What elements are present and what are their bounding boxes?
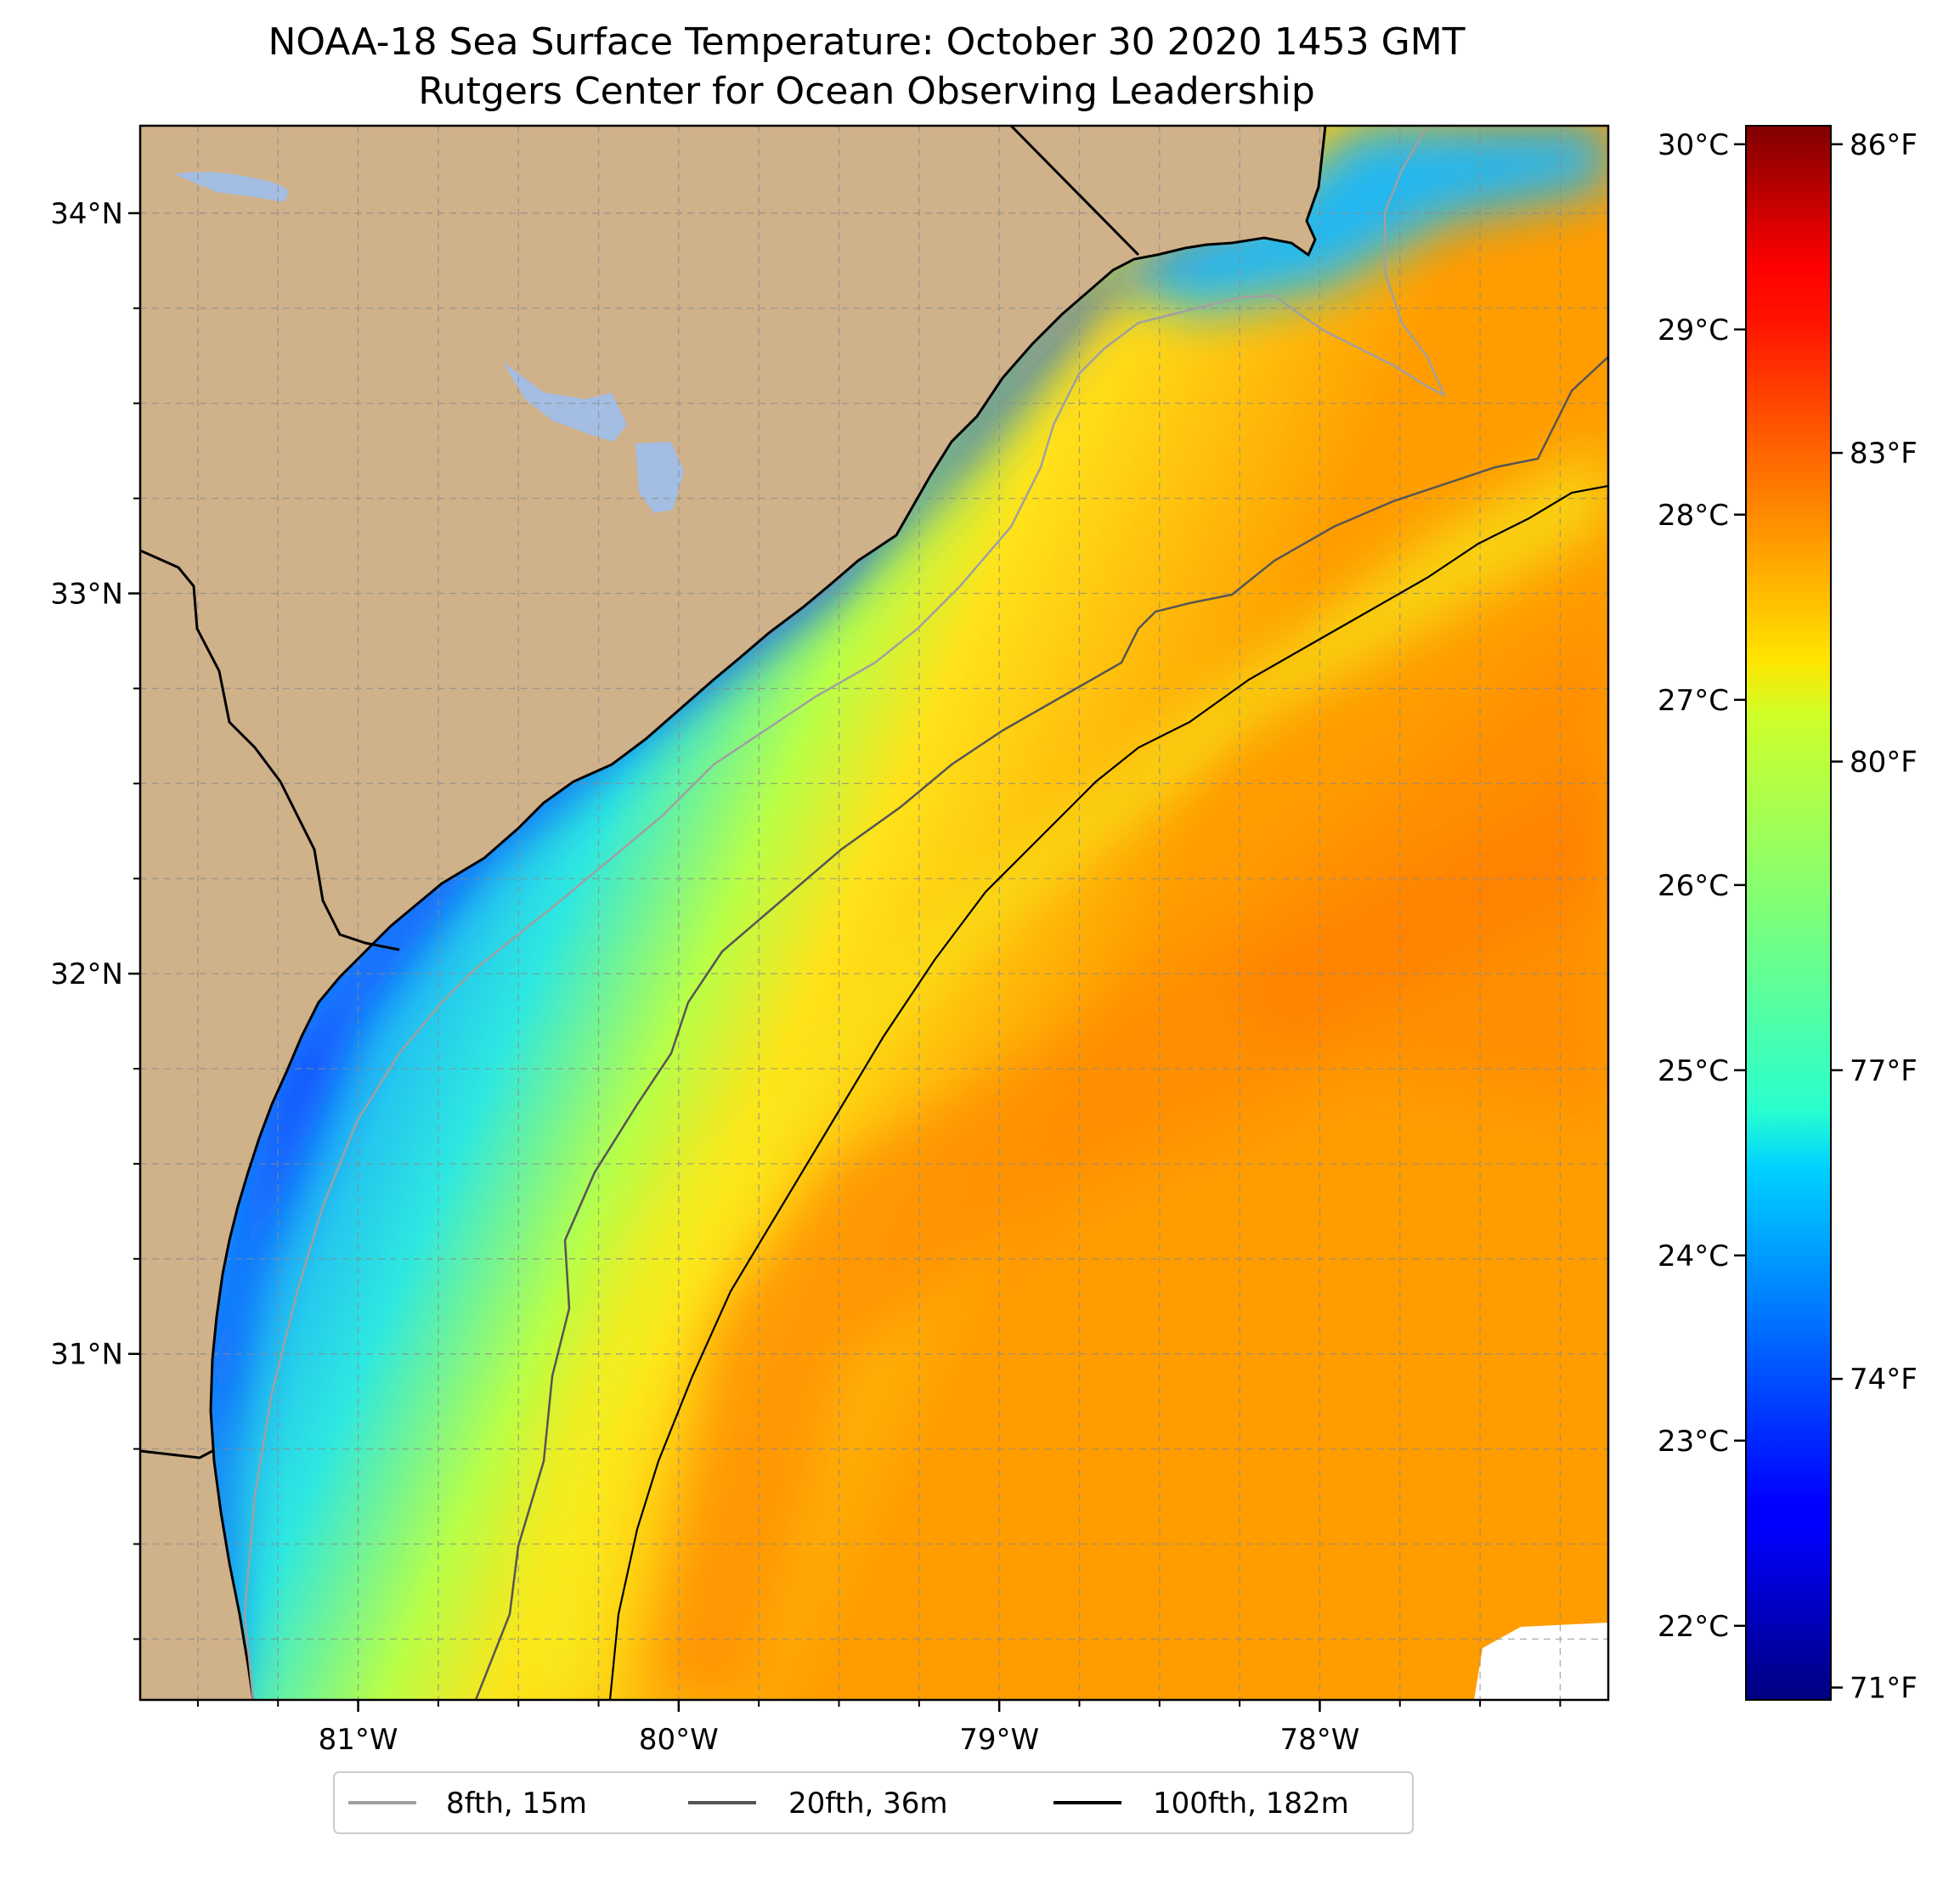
isobath-8fth [243, 126, 1447, 1700]
legend: 8fth, 15m 20fth, 36m 100fth, 182m [333, 1771, 1414, 1834]
no-data-patch [1474, 1623, 1608, 1700]
shelf-band [510, 442, 1608, 1700]
legend-label-100fth: 100fth, 182m [1153, 1787, 1349, 1821]
celsius-tick-label: 24°C [1658, 1239, 1729, 1273]
coastline [209, 126, 1327, 1700]
colorbar-celsius-axis: 22°C 23°C 24°C 25°C 26°C 27°C 28°C 29°C 30°C [1658, 128, 1746, 1644]
celsius-tick-label: 27°C [1658, 684, 1729, 718]
map-frame [138, 124, 1610, 1702]
legend-item-100fth: 100fth, 182m [1053, 1787, 1349, 1821]
celsius-tick-label: 23°C [1658, 1425, 1729, 1459]
fahrenheit-tick-label: 83°F [1850, 437, 1918, 471]
state-border-ga-fl [140, 1449, 213, 1459]
inland-lake-3 [635, 442, 684, 513]
legend-label-8fth: 8fth, 15m [446, 1787, 587, 1821]
isobath-100fth [608, 484, 1608, 1700]
fahrenheit-tick-label: 77°F [1850, 1054, 1918, 1088]
celsius-tick-label: 26°C [1658, 869, 1729, 903]
celsius-tick-label: 29°C [1658, 313, 1729, 347]
lon-tick-label: 81°W [319, 1723, 398, 1757]
chart-title-line2: Rutgers Center for Ocean Observing Leade… [418, 70, 1315, 113]
legend-box [333, 1771, 1414, 1834]
state-border-sc-ga [140, 549, 400, 951]
state-border-nc-sc [1009, 126, 1140, 257]
lat-tick-label: 32°N [50, 957, 123, 991]
sst-map [140, 126, 1608, 1700]
lon-tick-label: 78°W [1279, 1723, 1359, 1757]
lon-tick-label: 80°W [639, 1723, 719, 1757]
legend-label-20fth: 20fth, 36m [788, 1787, 948, 1821]
celsius-tick-label: 30°C [1658, 128, 1729, 162]
lat-tick-label: 33°N [50, 578, 123, 612]
legend-item-20fth: 20fth, 36m [688, 1787, 948, 1821]
gridlines [140, 126, 1608, 1700]
lat-tick-label: 34°N [50, 197, 123, 231]
legend-item-8fth: 8fth, 15m [348, 1787, 587, 1821]
fahrenheit-tick-label: 74°F [1850, 1363, 1918, 1397]
cold-coastal [195, 126, 1608, 1700]
colorbar-fahrenheit-axis: 71°F 74°F 77°F 80°F 83°F 86°F [1831, 128, 1918, 1705]
lat-tick-label: 31°N [50, 1338, 123, 1372]
inland-lake-2 [503, 362, 627, 442]
warm-core [646, 612, 1608, 1700]
lon-axis: 81°W 80°W 79°W 78°W [196, 1700, 1562, 1757]
celsius-tick-label: 25°C [1658, 1054, 1729, 1088]
fahrenheit-tick-label: 71°F [1850, 1671, 1918, 1705]
lon-tick-label: 79°W [959, 1723, 1039, 1757]
celsius-tick-label: 28°C [1658, 499, 1729, 533]
chart-title-line1: NOAA-18 Sea Surface Temperature: October… [268, 20, 1465, 64]
fahrenheit-tick-label: 80°F [1850, 745, 1918, 779]
colorbar [1745, 125, 1832, 1701]
isobath-20fth [474, 356, 1608, 1700]
fahrenheit-tick-label: 86°F [1850, 128, 1918, 162]
land-mass [140, 126, 1325, 1700]
celsius-tick-label: 22°C [1658, 1610, 1729, 1644]
lat-axis: 31°N 32°N 33°N 34°N [50, 197, 140, 1640]
inland-lake-1 [174, 172, 289, 202]
